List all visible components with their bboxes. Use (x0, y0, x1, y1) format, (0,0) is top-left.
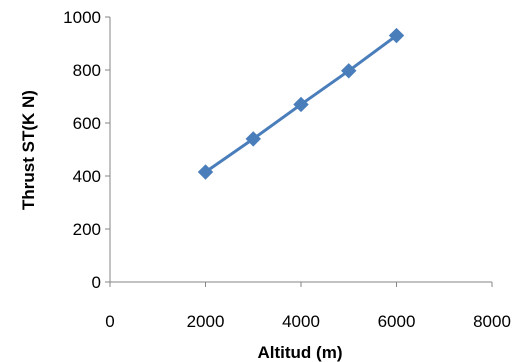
y-axis-title: Thrust ST(K N) (19, 90, 38, 210)
y-tick-label: 1000 (63, 8, 101, 27)
x-tick-label: 6000 (378, 312, 416, 331)
x-tick-label: 2000 (187, 312, 225, 331)
series-group (197, 27, 405, 180)
tick-labels: 0 200 400 600 800 1000 0 2000 4000 6000 8000 (63, 8, 511, 331)
data-point-marker (197, 164, 214, 180)
chart-axes (105, 16, 493, 287)
y-tick-label: 0 (92, 273, 101, 292)
x-tick-label: 0 (105, 312, 114, 331)
y-tick-label: 800 (73, 61, 101, 80)
y-tick-label: 600 (73, 114, 101, 133)
y-tick-label: 400 (73, 167, 101, 186)
data-point-marker (388, 27, 405, 44)
x-tick-label: 4000 (282, 312, 320, 331)
x-axis-title: Altitud (m) (258, 343, 343, 362)
y-tick-label: 200 (73, 220, 101, 239)
data-point-marker (293, 96, 309, 113)
data-point-marker (341, 63, 357, 79)
x-tick-label: 8000 (473, 312, 511, 331)
data-point-marker (245, 131, 261, 147)
